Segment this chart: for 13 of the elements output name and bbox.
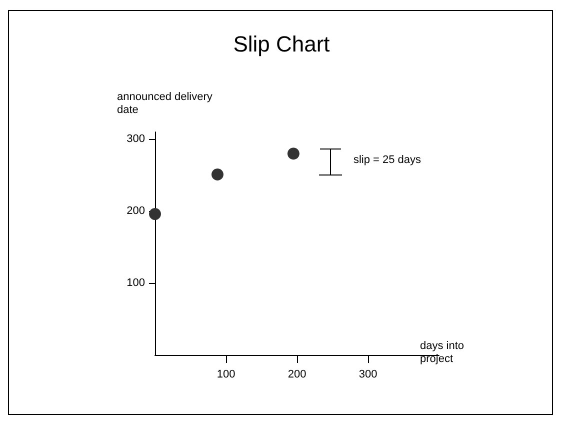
point <box>287 148 300 160</box>
x-tick-label: 300 <box>358 368 378 380</box>
point <box>149 208 161 220</box>
y-axis-title: announced delivery date <box>117 91 214 117</box>
y-tick-label: 300 <box>126 133 145 146</box>
x-axis-title: days into project <box>420 340 466 366</box>
point <box>211 168 224 180</box>
x-tick-label: 200 <box>288 368 306 380</box>
annotation: slip = 25 days <box>353 154 422 166</box>
chart-title: Slip Chart <box>233 32 330 56</box>
x-tick-label: 100 <box>216 368 236 380</box>
y-tick-label: 200 <box>126 205 145 218</box>
y-tick-label: 100 <box>126 277 145 290</box>
